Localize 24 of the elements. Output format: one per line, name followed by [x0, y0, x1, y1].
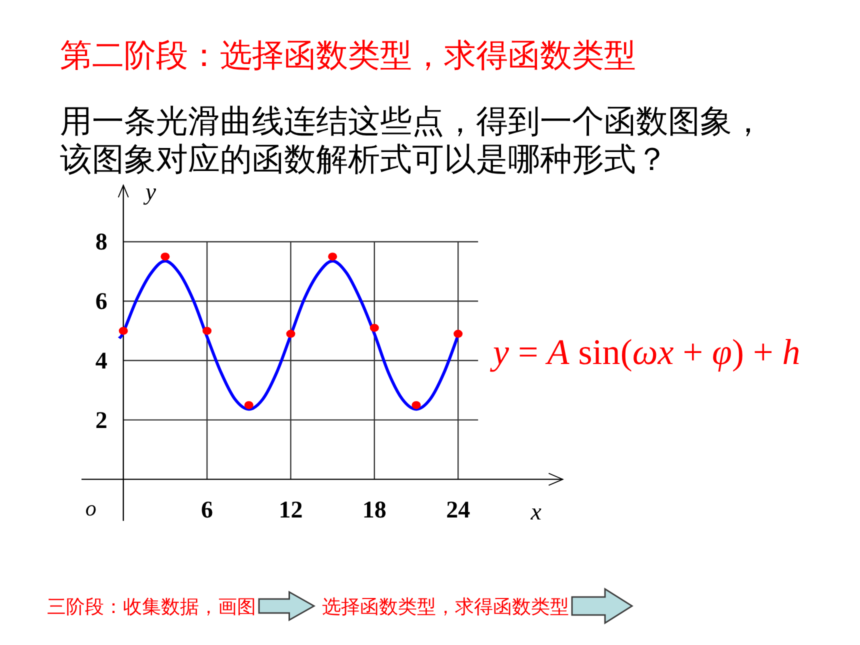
point: [118, 326, 128, 335]
x-tick-label: 24: [446, 497, 470, 524]
annotation: 三阶段：收集数据，画图: [47, 596, 256, 618]
x-tick-label: 18: [362, 497, 386, 524]
x-tick-label: 12: [278, 497, 303, 524]
y-tick-label: 4: [95, 348, 108, 375]
subtitle: 用一条光滑曲线连结这些点，得到一个函数图象，该图象对应的函数解析式可以是哪种形式？: [60, 102, 765, 178]
point: [244, 401, 254, 410]
point: [412, 401, 421, 410]
y-axis-title: y: [143, 179, 156, 206]
point: [202, 326, 212, 335]
point: [370, 324, 379, 332]
title: 第二阶段：选择函数类型，求得函数类型: [60, 35, 636, 76]
y-tick-label: 8: [95, 230, 108, 256]
point: [160, 252, 170, 261]
y-tick-label: 2: [95, 408, 108, 434]
x-axis-title: x: [530, 499, 542, 526]
y-tick-label: 6: [95, 289, 108, 316]
x-tick-label: 6: [201, 497, 214, 524]
annotation: o: [85, 495, 96, 520]
point: [328, 252, 338, 261]
point: [286, 330, 296, 338]
point: [454, 330, 463, 338]
annotation: 选择函数类型，求得函数类型: [322, 596, 569, 618]
